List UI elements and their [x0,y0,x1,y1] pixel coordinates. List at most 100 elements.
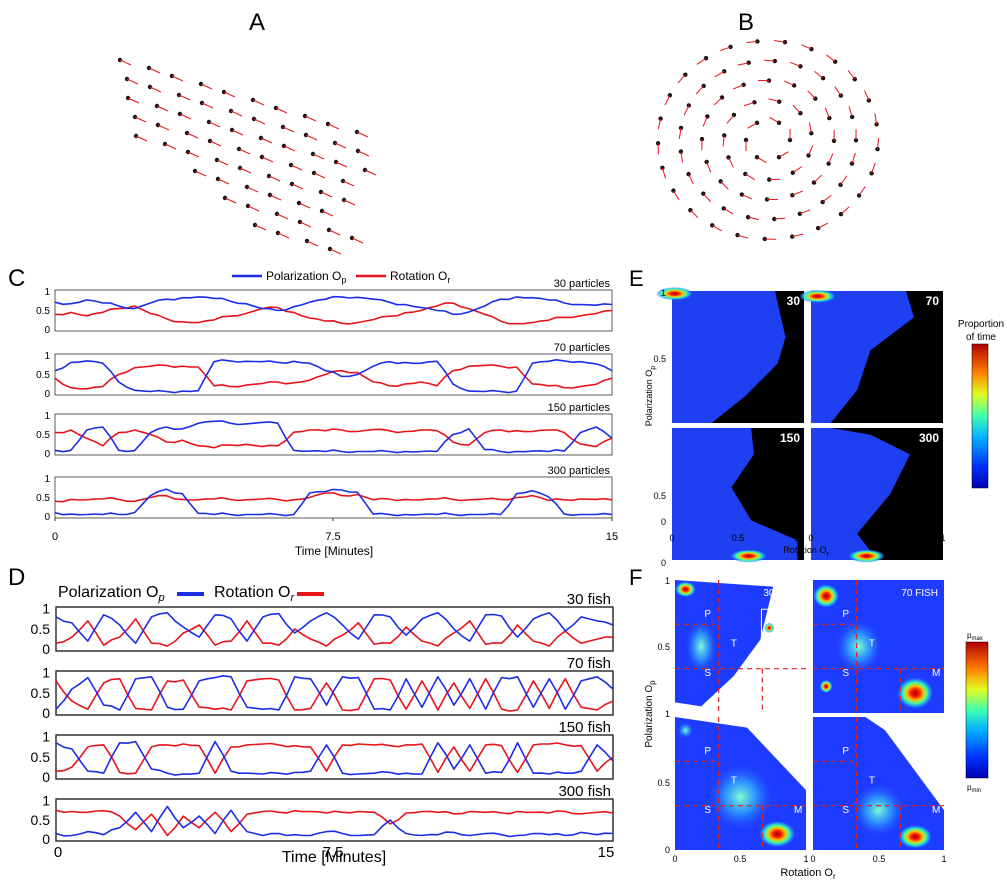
panel-f-heatmap: P T S M 30 FISH [675,580,806,713]
panel-e-ytick-label: 0.5 [653,491,666,501]
particle-tail [840,175,848,186]
particle-tail [840,206,850,215]
svg-text:Rotation Or: Rotation Or [390,269,450,285]
panel-e-heatmap: 70 [799,289,943,423]
particle-tail [335,161,348,168]
particle-tail [706,161,712,173]
particle-tail [321,210,334,217]
particle-tail [305,134,318,141]
panel-f-region-label-m: M [794,668,802,679]
panel-f-density-blob [707,763,774,831]
panel-f-heatmap: P T S M 150 FISH [675,717,806,850]
panel-d-subplot: 30 fish 1 0.5 0 [31,591,614,657]
panel-f-density-blob [819,679,833,694]
panel-c-ytick-label: 0.5 [36,430,50,441]
particle-tail [239,167,252,174]
particle-tail [306,240,319,247]
particle-tail [720,181,729,190]
panel-f-density-blob [685,619,717,674]
particle-tail [778,151,789,158]
particle-tail [728,157,734,168]
panel-c-subplot: 150 particles 1 0.5 0 [36,402,613,460]
panel-e-colorbar: Proportion of time [958,319,1004,489]
panel-c-frame [54,353,613,396]
particle-tail [254,224,267,231]
panel-f-ytick-label: 0 [665,845,670,855]
particle-tail [719,46,731,52]
particle-tail [298,202,311,209]
particle-tail [135,135,148,142]
panel-f-heatmap: P T S M 300 FISH [813,717,944,850]
particle-tail [334,142,347,149]
particle-tail [664,95,671,106]
panel-e-heatmap: 150 [672,428,804,563]
particle-tail [792,233,804,238]
svg-text:Rotation Or: Rotation Or [214,584,295,604]
panel-c-legend: Polarization Op Rotation Or [232,269,450,285]
panel-e-heatmap: 300 [811,428,943,563]
particle-tail [756,156,767,164]
particle-tail [748,216,759,221]
particle-tail [247,205,260,212]
particle-tail [329,248,342,255]
panel-d-ytick-label: 1 [42,793,50,809]
panel-f-region-label-t: T [869,639,875,650]
panel-d-rotation-line [55,677,614,712]
particle-tail [792,166,803,174]
panel-f-region-label-m: M [932,805,940,816]
panel-c-ytick-label: 1 [44,287,50,298]
panel-d-xtick-label: 0 [54,844,62,861]
panel-f-region-label-p: P [704,746,711,757]
panel-c-xlabel: Time [Minutes] [295,544,373,558]
panel-f-xlabel: Rotation Or [780,867,836,881]
particle-tail [714,70,725,78]
particle-tail [673,190,680,201]
panel-f-xtick-label: 0.5 [873,854,886,864]
particle-tail [304,115,317,122]
panel-e-xtick-label: 0.5 [871,533,884,543]
panel-f-occupied-region [675,580,774,707]
particle-tail [799,209,811,215]
panel-c-subplot: 300 particles 1 0.5 0 [36,465,613,523]
panel-e-occupied-region [811,428,910,560]
particle-tail [814,70,824,79]
particle-tail [253,118,266,125]
panel-f-heatmap: P T S M 70 FISH [813,580,944,713]
panel-f-xtick-label: 1 [941,854,946,864]
panel-c-ytick-label: 0 [44,325,50,336]
svg-text:pmin: pmin [967,783,981,794]
panel-c-ytick-label: 0.5 [36,306,50,317]
particle-tail [268,175,281,182]
particle-tail [874,113,878,125]
panel-e-subplot-title: 30 [787,294,801,308]
particle-tail [276,213,289,220]
panel-e-occupied-region [672,428,798,560]
panel-f-region-label-m: M [794,805,802,816]
particle-tail [737,234,749,239]
panel-e-subplot-title: 70 [926,294,940,308]
panel-f-ytick-label: 0.5 [657,778,670,788]
particle-tail [252,99,265,106]
particle-tail [769,116,780,124]
svg-text:Polarization Op: Polarization Op [266,269,346,285]
particle-tail [224,197,237,204]
particle-tail [178,94,191,101]
panel-c-subplot-title: 300 particles [548,465,611,477]
svg-text:Polarization Op: Polarization Op [58,584,165,604]
panel-label-c: C [8,265,25,292]
particles-polarized-illustration [117,57,377,255]
particle-tail [746,40,758,44]
panel-d-subplot-title: 70 fish [567,655,611,672]
panel-d-polarization-line [55,805,614,838]
particle-tail [847,70,856,80]
particle-tail [238,148,251,155]
particle-tail [877,138,880,150]
particle-tail [683,105,690,116]
panel-f-density-blob [896,677,934,710]
panel-f-region-label-p: P [704,609,711,620]
panel-c-subplot: 70 particles 1 0.5 0 [36,342,613,400]
particle-tail [299,221,312,228]
panel-c-frame [54,476,613,519]
particle-tail [290,164,303,171]
